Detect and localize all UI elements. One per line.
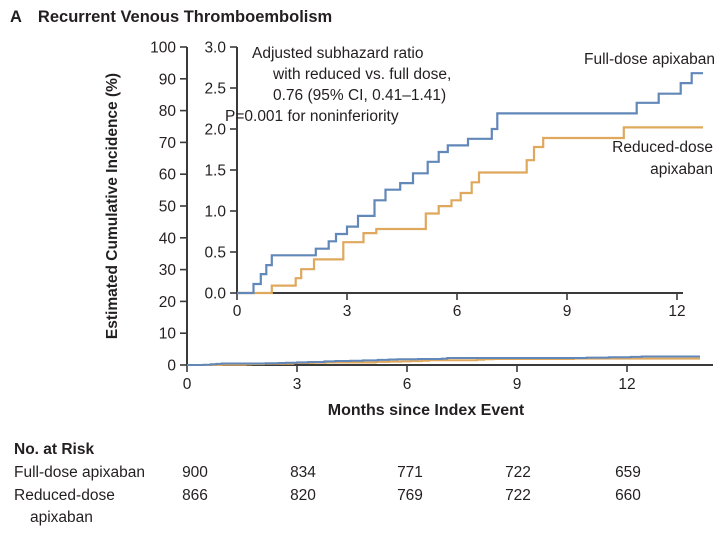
legend-reduced-dose: Reduced-dose apixaban [612, 137, 713, 181]
inset-x-tick-label: 0 [233, 303, 242, 320]
inset-y-tick-label: 0.0 [204, 286, 226, 303]
inset-x-tick-label: 6 [453, 303, 462, 320]
inset-x-tick-label: 3 [343, 303, 352, 320]
at-risk-count: 820 [290, 487, 316, 504]
main-y-tick-label: 20 [159, 294, 177, 311]
annotation-line-2: with reduced vs. full dose, [273, 66, 452, 83]
inset-y-tick-label: 1.0 [204, 204, 226, 221]
at-risk-heading: No. at Risk [14, 441, 95, 458]
main-y-tick-label: 90 [159, 71, 177, 88]
inset-y-tick-label: 2.0 [204, 122, 226, 139]
at-risk-count: 771 [397, 464, 423, 481]
main-y-tick-label: 50 [159, 199, 177, 216]
at-risk-count: 900 [182, 464, 208, 481]
panel-title: A Recurrent Venous Thromboembolism [10, 8, 332, 27]
inset-x-tick-label: 12 [668, 303, 685, 320]
main-y-tick-label: 100 [150, 40, 176, 57]
inset-y-tick-label: 2.5 [204, 81, 226, 98]
axes-layer [180, 46, 713, 372]
annotation-line-3: 0.76 (95% CI, 0.41–1.41) [273, 87, 447, 104]
inset-y-tick-label: 3.0 [204, 40, 226, 57]
main-y-tick-label: 40 [159, 230, 177, 247]
figure-title: Recurrent Venous Thromboembolism [37, 8, 333, 26]
main-y-tick-label: 30 [159, 262, 177, 279]
main-x-tick-label: 3 [293, 376, 302, 393]
at-risk-count: 866 [182, 487, 208, 504]
main-curve-full-dose-apixaban [187, 355, 700, 366]
inset-curve-reduced-dose-apixaban [237, 126, 703, 295]
x-axis-label: Months since Index Event [327, 402, 525, 419]
at-risk-count: 722 [505, 487, 531, 504]
legend-reduced-dose-line2: apixaban [650, 161, 713, 178]
main-y-tick-label: 0 [167, 358, 176, 375]
curves-layer [187, 72, 703, 366]
at-risk-row-label-reduced-dose: Reduced-dose [14, 487, 115, 504]
panel-letter: A [10, 8, 22, 26]
main-y-tick-label: 80 [159, 103, 177, 120]
at-risk-count: 722 [505, 464, 531, 481]
at-risk-count: 660 [615, 487, 641, 504]
main-y-tick-label: 60 [159, 167, 177, 184]
main-x-tick-label: 12 [618, 376, 635, 393]
inset-x-tick-label: 9 [563, 303, 572, 320]
inset-curve-full-dose-apixaban [237, 72, 703, 295]
legend-full-dose: Full-dose apixaban [584, 51, 715, 68]
main-x-tick-label: 0 [183, 376, 192, 393]
at-risk-count: 769 [397, 487, 423, 504]
at-risk-count: 659 [615, 464, 641, 481]
at-risk-row-label-full-dose: Full-dose apixaban [14, 464, 145, 481]
at-risk-row-label-reduced-dose-line2: apixaban [30, 509, 93, 526]
legend-reduced-dose-line1: Reduced-dose [612, 139, 713, 156]
main-y-tick-label: 70 [159, 135, 177, 152]
at-risk-count: 834 [290, 464, 316, 481]
inset-y-tick-label: 1.5 [204, 163, 226, 180]
annotation-line-4: P=0.001 for noninferiority [225, 108, 399, 125]
main-x-tick-label: 6 [403, 376, 412, 393]
inset-y-tick-label: 0.5 [204, 245, 226, 262]
main-x-tick-label: 9 [513, 376, 522, 393]
main-y-tick-label: 10 [159, 326, 177, 343]
annotation-line-1: Adjusted subhazard ratio [252, 45, 424, 62]
